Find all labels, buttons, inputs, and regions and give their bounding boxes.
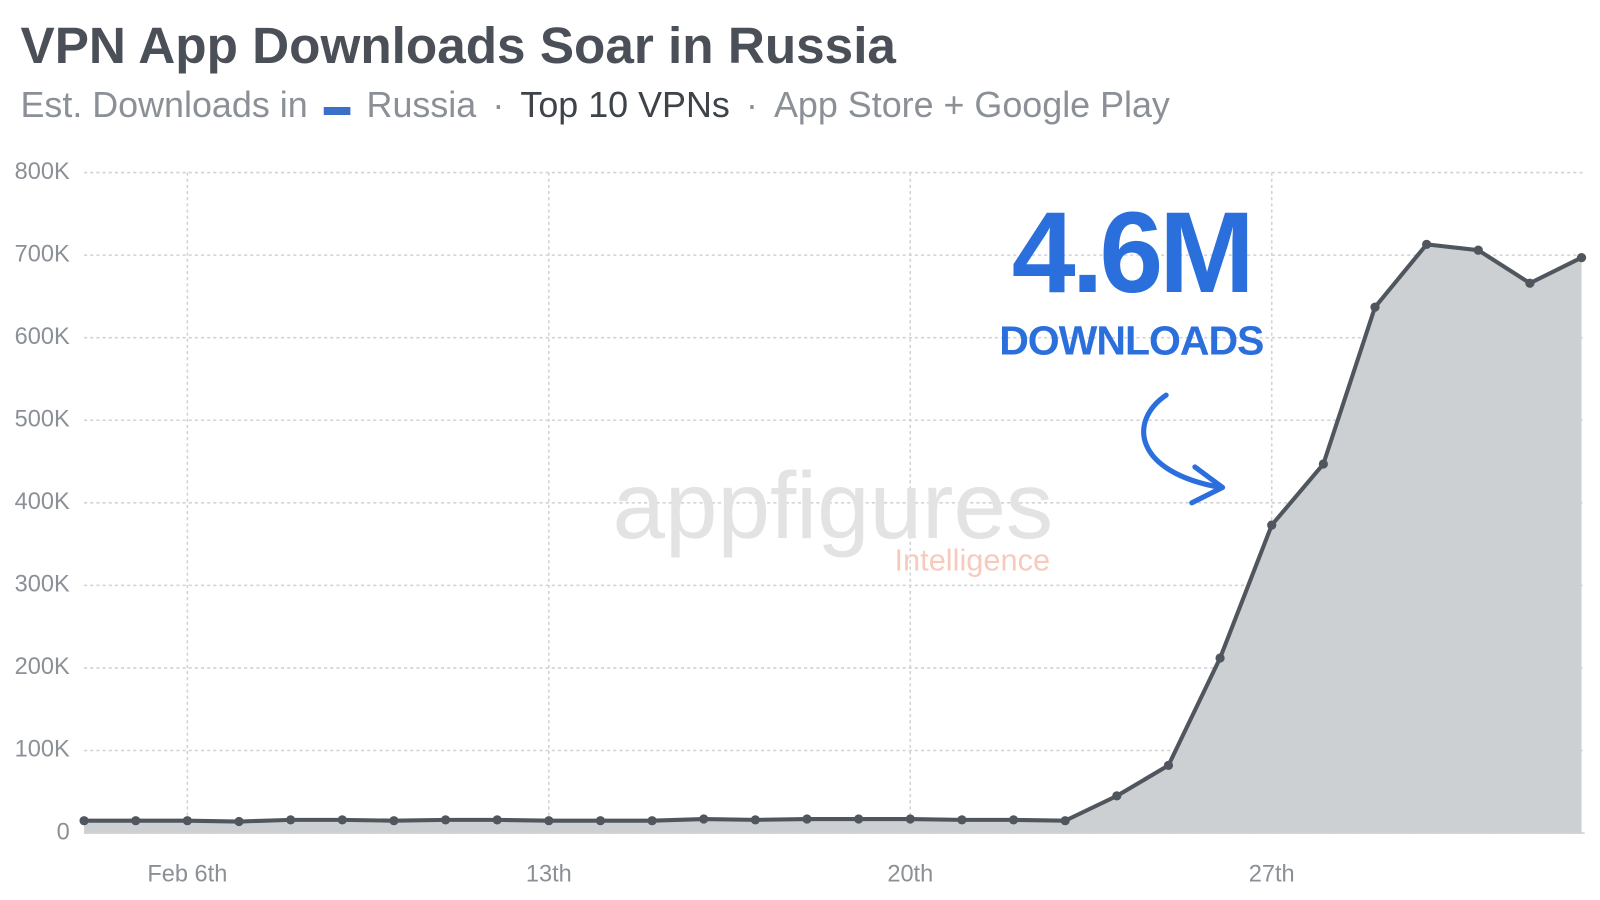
y-tick-label: 600K xyxy=(15,323,70,349)
annotation-arrow xyxy=(1141,392,1224,490)
y-tick-label: 400K xyxy=(15,488,70,514)
point xyxy=(905,814,915,824)
point xyxy=(1163,760,1174,770)
point xyxy=(1576,252,1587,263)
subtitle-focus: Top 10 VPNs xyxy=(520,85,729,125)
point xyxy=(234,816,244,827)
annotation-arrowhead xyxy=(1189,464,1226,506)
plot-area: 0 100K 200K 300K 400K 500K 600K 700K 800K Feb 6th… xyxy=(15,158,1587,886)
subtitle-country: Russia xyxy=(367,85,477,125)
point xyxy=(1422,239,1432,250)
point xyxy=(440,815,451,825)
annotation-small: DOWNLOADS xyxy=(999,318,1263,364)
x-tick-label: 20th xyxy=(887,860,933,886)
point xyxy=(1267,520,1277,530)
flag-icon: ▬ xyxy=(324,91,351,121)
chart-subtitle: Est. Downloads in ▬ Russia · Top 10 VPNs… xyxy=(21,85,1170,125)
point xyxy=(1318,459,1328,469)
point xyxy=(544,816,554,826)
point xyxy=(1215,653,1225,663)
line xyxy=(84,242,1583,824)
point xyxy=(182,816,192,826)
point xyxy=(1060,816,1070,826)
point xyxy=(1008,815,1019,825)
point xyxy=(389,816,399,826)
point xyxy=(854,814,864,824)
subtitle-stores: App Store + Google Play xyxy=(774,85,1170,125)
point xyxy=(286,815,296,825)
point xyxy=(647,816,657,826)
y-tick-label: 500K xyxy=(15,405,70,431)
point xyxy=(1370,302,1380,312)
y-tick-label: 0 xyxy=(57,818,70,844)
point xyxy=(802,814,812,824)
point xyxy=(957,815,967,825)
point xyxy=(699,814,709,824)
point xyxy=(750,815,760,825)
watermark-brand: appfigures xyxy=(613,453,1054,558)
annotation-big: 4.6M xyxy=(1012,189,1251,317)
point xyxy=(1525,278,1535,288)
watermark-product: Intelligence xyxy=(895,542,1051,577)
x-tick-label: 13th xyxy=(526,860,572,886)
point xyxy=(492,815,502,825)
point xyxy=(595,816,606,826)
subtitle-prefix: Est. Downloads in xyxy=(21,85,308,125)
y-tick-label: 800K xyxy=(15,158,70,184)
point xyxy=(79,816,89,826)
x-tick-label: 27th xyxy=(1249,860,1295,886)
subtitle-separator: · xyxy=(746,85,758,125)
point xyxy=(1112,791,1122,801)
point xyxy=(337,815,347,825)
chart-title: VPN App Downloads Soar in Russia xyxy=(21,17,897,74)
point xyxy=(131,816,141,826)
y-tick-label: 200K xyxy=(15,653,70,679)
subtitle-separator: · xyxy=(492,85,504,125)
y-tick-label: 300K xyxy=(15,571,70,597)
y-tick-label: 100K xyxy=(15,736,70,762)
point xyxy=(1473,245,1483,255)
x-tick-label: Feb 6th xyxy=(147,860,227,886)
y-tick-label: 700K xyxy=(15,240,70,266)
